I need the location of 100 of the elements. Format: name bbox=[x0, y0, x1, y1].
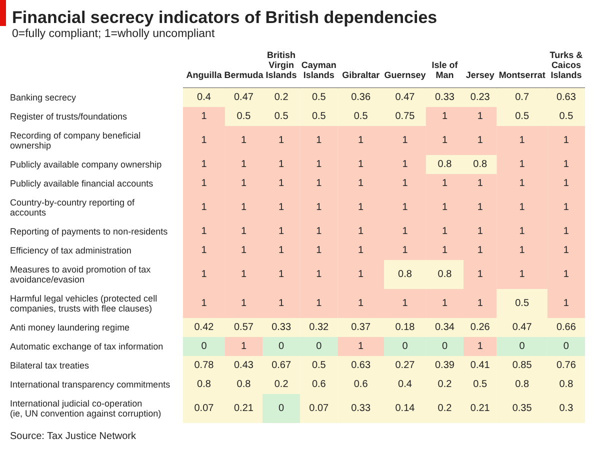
y-tick-label: Country-by-country reporting of accounts bbox=[10, 198, 136, 218]
data-label: 1 bbox=[358, 159, 364, 170]
data-label: 1 bbox=[519, 178, 526, 189]
data-label: 1 bbox=[240, 226, 247, 237]
data-label: 0.5 bbox=[312, 92, 326, 103]
data-label: 1 bbox=[358, 245, 364, 256]
data-label: 0.35 bbox=[512, 403, 532, 414]
data-label: 1 bbox=[402, 298, 408, 309]
data-label: 1 bbox=[278, 159, 285, 170]
data-label: 1 bbox=[442, 298, 448, 309]
data-label: 1 bbox=[442, 226, 448, 237]
data-label: 0.33 bbox=[272, 322, 292, 333]
data-label: 1 bbox=[358, 202, 364, 213]
data-label: 1 bbox=[316, 159, 322, 170]
data-label: 1 bbox=[563, 159, 570, 170]
data-label: 1 bbox=[358, 298, 364, 309]
y-tick-label: Efficiency of tax administration bbox=[10, 246, 132, 256]
data-label: 0.8 bbox=[236, 379, 252, 390]
data-label: 0 bbox=[402, 341, 408, 352]
data-label: 0.21 bbox=[234, 403, 254, 414]
data-label: 0.4 bbox=[398, 379, 412, 390]
y-tick-label: Reporting of payments to non-residents bbox=[10, 226, 168, 236]
data-label: 1 bbox=[358, 341, 364, 352]
data-label: 1 bbox=[316, 135, 322, 146]
y-tick-label: Harmful legal vehicles (protected cell companies, trusts with flee clauses) bbox=[10, 294, 158, 314]
data-label: 0.76 bbox=[556, 360, 576, 371]
data-label: 1 bbox=[278, 226, 285, 237]
data-label: 1 bbox=[240, 298, 247, 309]
data-label: 1 bbox=[563, 178, 570, 189]
data-label: 0.67 bbox=[272, 360, 292, 371]
data-label: 0.33 bbox=[435, 92, 455, 103]
data-label: 1 bbox=[278, 298, 285, 309]
data-label: 1 bbox=[442, 135, 448, 146]
y-tick-label: Anti money laundering regime bbox=[10, 322, 130, 332]
data-label: 0.47 bbox=[512, 322, 532, 333]
data-label: 1 bbox=[442, 245, 448, 256]
data-label: 1 bbox=[201, 269, 208, 280]
data-label: 0.41 bbox=[470, 360, 490, 371]
data-label: 0.21 bbox=[470, 403, 490, 414]
data-label: 0.39 bbox=[435, 360, 455, 371]
data-label: 1 bbox=[316, 226, 322, 237]
data-label: 0.5 bbox=[312, 360, 326, 371]
data-label: 1 bbox=[278, 245, 285, 256]
data-label: 0.63 bbox=[351, 360, 372, 371]
data-label: 0.8 bbox=[515, 379, 530, 390]
data-label: 1 bbox=[278, 202, 285, 213]
data-label: 1 bbox=[477, 135, 484, 146]
data-label: 1 bbox=[358, 269, 364, 280]
data-label: 1 bbox=[278, 135, 285, 146]
data-label: 1 bbox=[477, 178, 484, 189]
data-label: 0.8 bbox=[398, 269, 412, 280]
data-label: 1 bbox=[240, 135, 247, 146]
data-label: 0.5 bbox=[236, 111, 252, 122]
y-tick-label: Publicly available financial accounts bbox=[10, 178, 154, 188]
data-label: 1 bbox=[240, 202, 247, 213]
data-label: 1 bbox=[201, 298, 208, 309]
data-label: 1 bbox=[402, 135, 408, 146]
data-label: 1 bbox=[402, 202, 408, 213]
data-label: 0.47 bbox=[234, 92, 254, 103]
data-label: 1 bbox=[240, 245, 247, 256]
data-label: 1 bbox=[316, 178, 322, 189]
data-label: 0.07 bbox=[309, 403, 330, 414]
data-label: 0.75 bbox=[395, 111, 416, 122]
y-tick-label: Register of trusts/foundations bbox=[10, 112, 128, 122]
data-label: 0.6 bbox=[312, 379, 326, 390]
data-label: 1 bbox=[316, 202, 322, 213]
chart-title: Financial secrecy indicators of British dependencies bbox=[12, 8, 438, 28]
data-label: 0.5 bbox=[354, 111, 368, 122]
data-label: 1 bbox=[563, 269, 570, 280]
data-label: 0.47 bbox=[395, 92, 416, 103]
x-tick-label: Cayman Islands bbox=[301, 60, 336, 80]
x-tick-label: Turks & Caicos Islands bbox=[550, 50, 584, 80]
data-label: 0.43 bbox=[234, 360, 254, 371]
data-label: 1 bbox=[278, 178, 285, 189]
x-tick-label: British Virgin Islands bbox=[266, 50, 297, 80]
data-label: 0 bbox=[278, 341, 285, 352]
data-label: 1 bbox=[563, 245, 570, 256]
data-label: 0.5 bbox=[473, 379, 488, 390]
data-label: 1 bbox=[358, 135, 364, 146]
data-label: 1 bbox=[402, 245, 408, 256]
y-tick-label: International transparency commitments bbox=[10, 380, 171, 390]
data-label: 1 bbox=[240, 178, 247, 189]
data-label: 1 bbox=[477, 111, 484, 122]
data-label: 1 bbox=[477, 245, 484, 256]
data-label: 1 bbox=[316, 298, 322, 309]
data-label: 1 bbox=[201, 159, 208, 170]
data-label: 0.2 bbox=[274, 92, 289, 103]
data-label: 1 bbox=[519, 245, 526, 256]
data-label: 0.26 bbox=[470, 322, 490, 333]
data-label: 1 bbox=[240, 159, 247, 170]
data-label: 0.3 bbox=[559, 403, 574, 414]
data-label: 1 bbox=[477, 341, 484, 352]
data-label: 1 bbox=[358, 226, 364, 237]
data-label: 0.07 bbox=[194, 403, 214, 414]
data-label: 0.85 bbox=[512, 360, 532, 371]
data-label: 1 bbox=[477, 269, 484, 280]
data-label: 0.42 bbox=[194, 322, 214, 333]
data-label: 1 bbox=[358, 178, 364, 189]
data-label: 0.78 bbox=[194, 360, 214, 371]
data-label: 1 bbox=[201, 226, 208, 237]
